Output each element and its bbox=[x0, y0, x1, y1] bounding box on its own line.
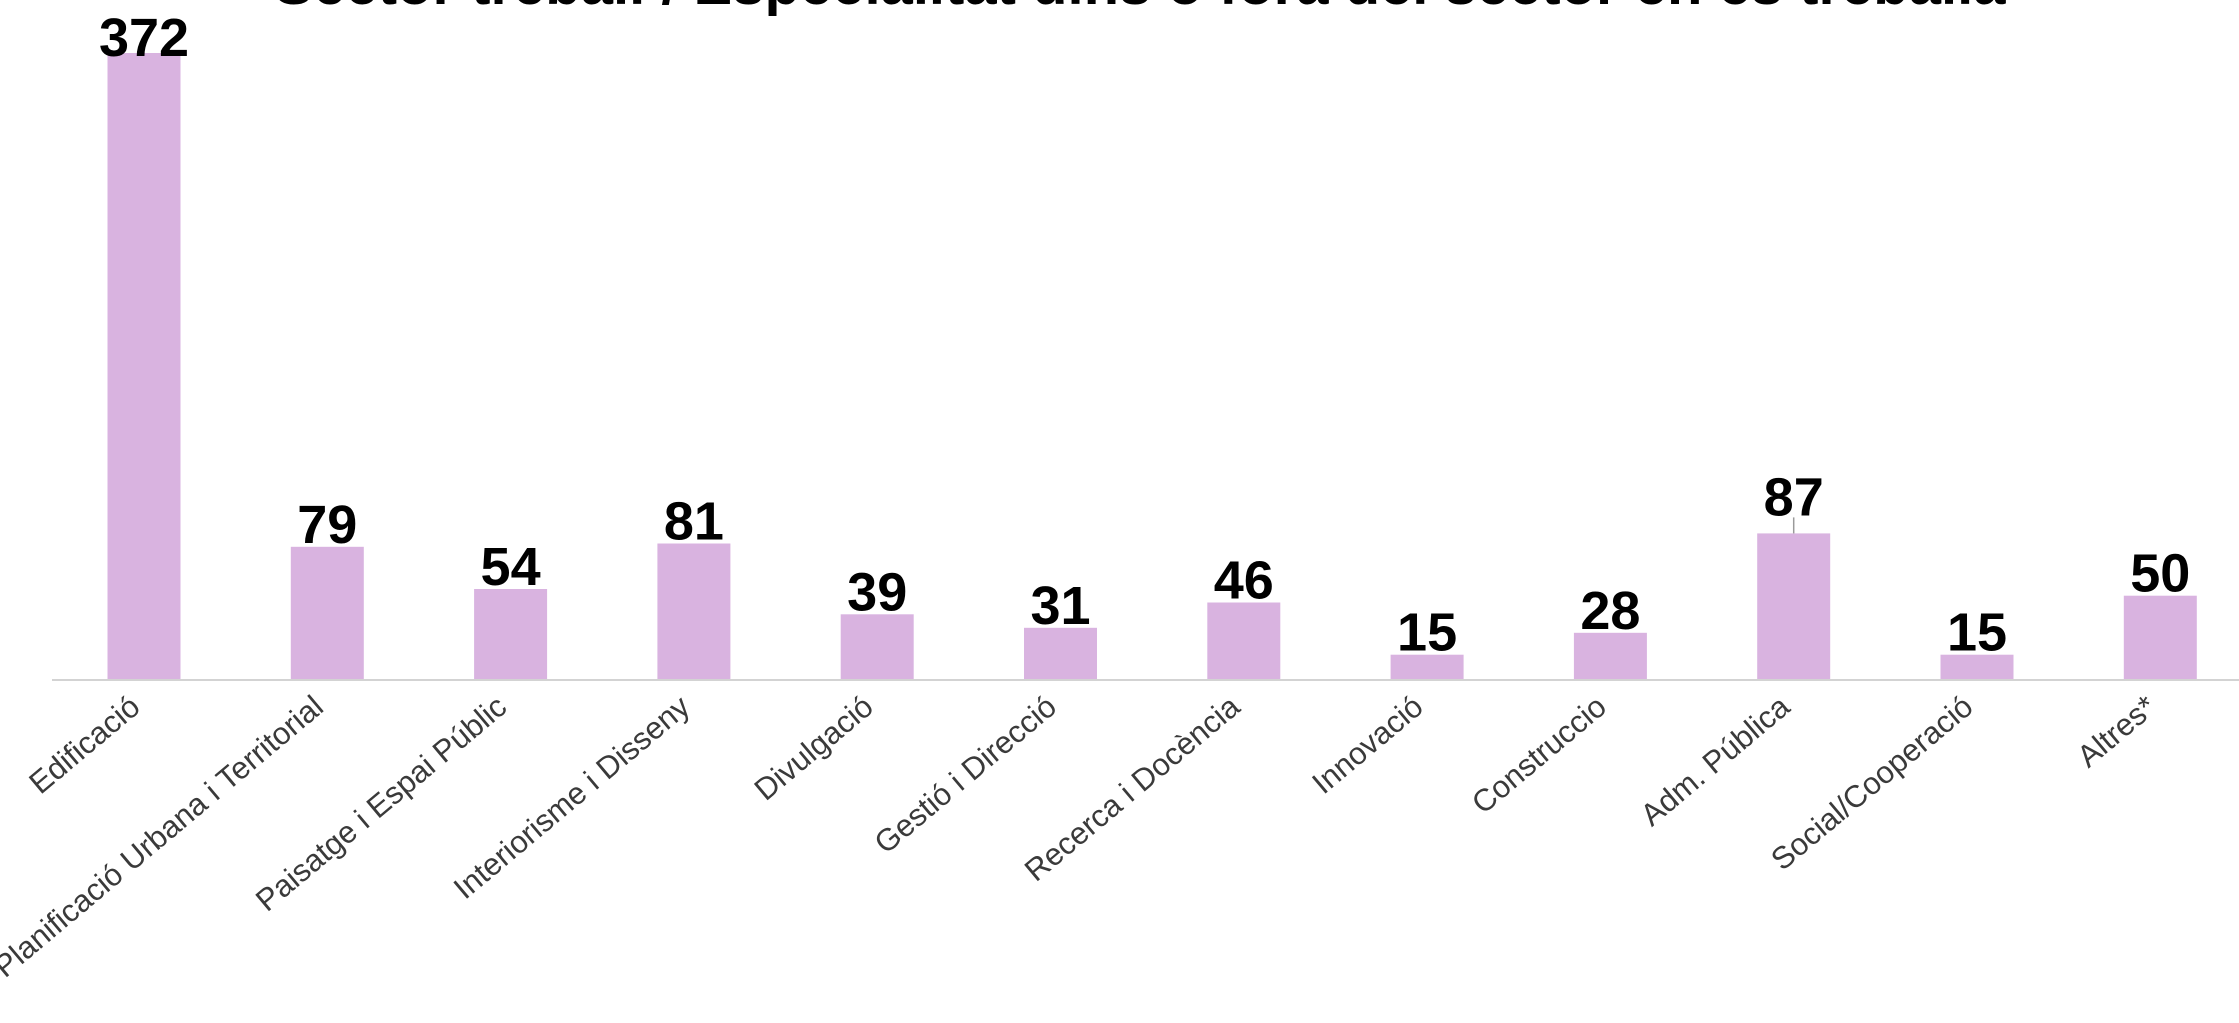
category-label: Construccio bbox=[1465, 689, 1613, 821]
bar bbox=[1207, 602, 1281, 680]
bar bbox=[1940, 654, 2014, 680]
bar bbox=[1024, 627, 1097, 681]
value-label: 15 bbox=[1947, 603, 2007, 663]
bar bbox=[107, 53, 181, 680]
category-label: Innovació bbox=[1305, 689, 1429, 801]
value-label: 46 bbox=[1214, 551, 1274, 611]
bar bbox=[290, 546, 364, 680]
value-label: 81 bbox=[664, 492, 724, 552]
value-label: 372 bbox=[99, 8, 189, 68]
value-label: 15 bbox=[1397, 603, 1457, 663]
category-label: Adm. Pública bbox=[1634, 688, 1797, 833]
bar bbox=[1573, 632, 1647, 680]
bar bbox=[474, 589, 548, 680]
value-label: 31 bbox=[1030, 576, 1090, 636]
value-label: 54 bbox=[481, 537, 541, 597]
bar bbox=[1757, 533, 1831, 680]
category-label: Altres* bbox=[2070, 689, 2162, 775]
category-label: Gestió i Direcció bbox=[868, 689, 1063, 861]
bar bbox=[1390, 654, 1464, 680]
bar bbox=[840, 614, 914, 680]
value-label: 28 bbox=[1580, 581, 1640, 641]
value-label: 39 bbox=[847, 562, 907, 622]
category-label: Social/Cooperació bbox=[1764, 689, 1979, 878]
value-label: 79 bbox=[297, 495, 357, 555]
category-label: Edificació bbox=[22, 689, 146, 801]
category-label: Divulgació bbox=[748, 689, 880, 808]
chart-title: Sector treball / Especialitat dins o for… bbox=[275, 0, 2007, 17]
bar bbox=[657, 543, 731, 680]
bar bbox=[2123, 595, 2197, 680]
value-label: 50 bbox=[2130, 544, 2190, 604]
bars bbox=[107, 53, 2197, 681]
category-label: Planificació Urbana i Territorial bbox=[0, 689, 330, 985]
